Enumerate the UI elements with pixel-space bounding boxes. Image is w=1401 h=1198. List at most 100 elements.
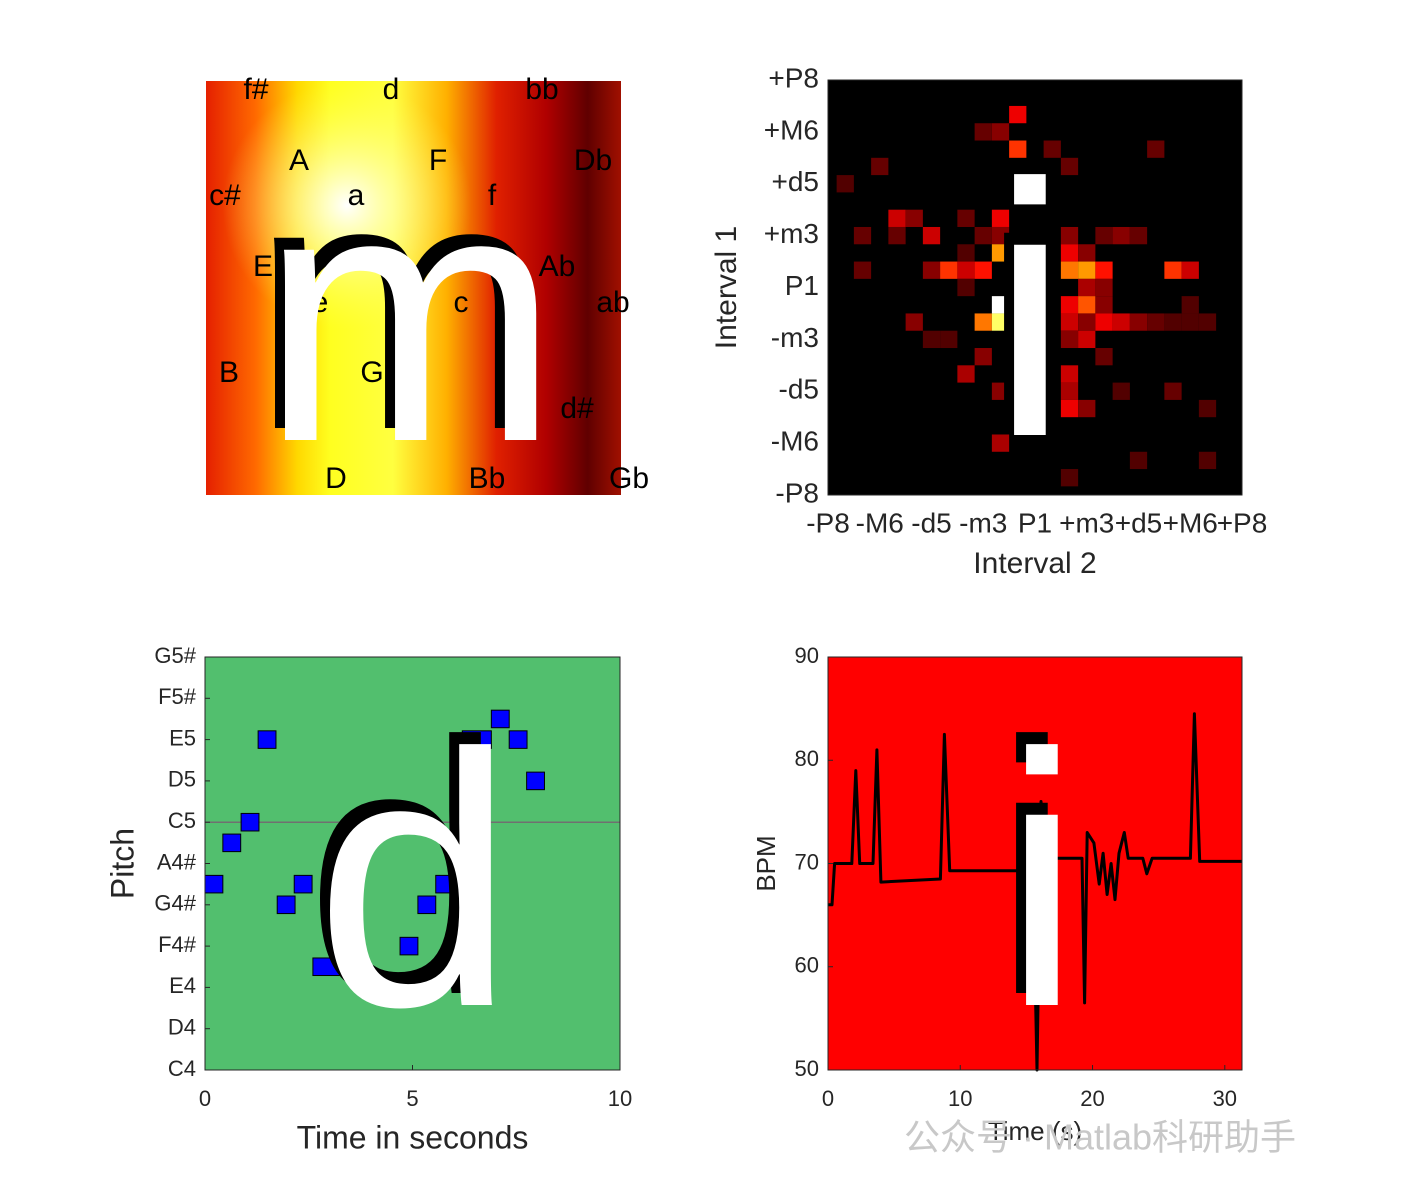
note — [257, 730, 277, 749]
y-tick-label: -m3 — [771, 322, 819, 353]
heat-cell — [871, 157, 889, 176]
heat-cell — [905, 313, 923, 331]
heat-cell — [957, 244, 975, 262]
note — [435, 874, 455, 894]
heat-cell — [1078, 261, 1096, 279]
key-label: c — [454, 286, 469, 319]
keymap-glow — [206, 81, 621, 495]
heat-cell — [1060, 399, 1079, 418]
heat-cell — [888, 209, 906, 227]
heat-cell — [1095, 226, 1113, 245]
key-label: c# — [209, 179, 241, 212]
y-tick-label: 60 — [795, 953, 819, 978]
y-tick-label: -P8 — [775, 477, 819, 508]
heat-cell — [1112, 382, 1130, 400]
heat-cell — [991, 244, 1010, 262]
heat-cell — [1095, 278, 1113, 297]
note — [490, 709, 510, 729]
axes-box — [827, 656, 1243, 1071]
overlay-letter: m — [260, 115, 560, 517]
y-tick-label: P1 — [785, 270, 819, 301]
plot-background — [205, 657, 620, 1070]
heat-cell — [974, 226, 992, 245]
key-label: B — [219, 356, 239, 389]
overlay-letter: d — [315, 680, 515, 1082]
y-tick-label: D5 — [168, 767, 196, 792]
y-tick-label: G4# — [154, 891, 196, 916]
heat-cell — [1095, 296, 1113, 314]
x-tick-label: 10 — [948, 1086, 972, 1111]
heat-cell — [1060, 226, 1079, 245]
heat-cell — [1060, 469, 1079, 487]
x-tick-label: -d5 — [911, 507, 951, 538]
heat-cell — [1147, 313, 1165, 331]
key-label: Ab — [539, 250, 576, 283]
key-label: d# — [560, 392, 594, 425]
x-tick-label: +d5 — [1115, 507, 1163, 538]
heat-cell — [853, 226, 872, 245]
heat-cell — [1060, 157, 1079, 176]
x-tick-label: -M6 — [856, 507, 904, 538]
heat-cell — [1198, 399, 1217, 418]
y-tick-label: F4# — [158, 932, 197, 957]
note — [204, 874, 224, 894]
heat-cell — [1060, 261, 1079, 279]
heat-cell — [922, 261, 941, 279]
heat-cell — [1095, 261, 1113, 279]
heat-cell — [836, 175, 854, 193]
heat-cell — [922, 330, 941, 349]
heat-cell — [1078, 296, 1096, 314]
key-label: e — [312, 286, 329, 319]
heat-cell — [974, 313, 992, 331]
heat-cell — [1078, 330, 1096, 349]
heat-cell — [1078, 313, 1096, 331]
heat-cell — [974, 261, 992, 279]
key-label: A — [289, 144, 309, 177]
overlay-letter: i — [990, 110, 1070, 512]
note — [461, 730, 492, 749]
key-label: a — [348, 179, 365, 212]
axes-box — [827, 79, 1243, 496]
x-tick-label: 20 — [1080, 1086, 1104, 1111]
heat-cell — [940, 330, 958, 349]
heat-cell — [940, 261, 958, 279]
y-tick-label: +m3 — [764, 218, 819, 249]
heat-cell — [853, 261, 872, 279]
y-axis-label: Interval 1 — [710, 226, 743, 349]
x-tick-label: -m3 — [959, 507, 1007, 538]
y-tick-label: A4# — [157, 849, 197, 874]
y-tick-label: 50 — [795, 1056, 819, 1081]
overlay-letter-shadow: d — [305, 668, 505, 1070]
key-label: ab — [596, 286, 629, 319]
heat-cell — [1060, 330, 1079, 349]
note — [222, 833, 242, 853]
y-tick-label: E5 — [169, 725, 196, 750]
axes-box — [204, 656, 621, 1071]
x-tick-label: +M6 — [1163, 507, 1218, 538]
note — [312, 957, 351, 977]
key-label: f — [488, 179, 497, 212]
y-tick-label: +P8 — [768, 62, 819, 93]
y-tick-label: -d5 — [779, 374, 819, 405]
heat-cell — [1164, 313, 1182, 331]
heat-cell — [957, 365, 975, 383]
heat-cell — [957, 278, 975, 297]
y-tick-label: +M6 — [764, 114, 819, 145]
heat-cell — [1009, 140, 1027, 158]
y-tick-label: +d5 — [772, 166, 820, 197]
key-label: d — [383, 73, 400, 106]
key-label: G — [360, 356, 383, 389]
overlay-letter-shadow: i — [980, 98, 1060, 500]
heat-cell — [1164, 382, 1182, 400]
key-label: F — [429, 144, 447, 177]
heat-cell — [974, 123, 992, 141]
heat-cell — [1147, 140, 1165, 158]
heat-cell — [1078, 278, 1096, 297]
heat-cell — [1112, 226, 1130, 245]
y-axis-label: Pitch — [104, 828, 140, 899]
heat-cell — [1129, 451, 1148, 470]
x-tick-label: 0 — [199, 1086, 211, 1111]
y-tick-label: G5# — [154, 643, 196, 668]
heat-cell — [991, 123, 1010, 141]
